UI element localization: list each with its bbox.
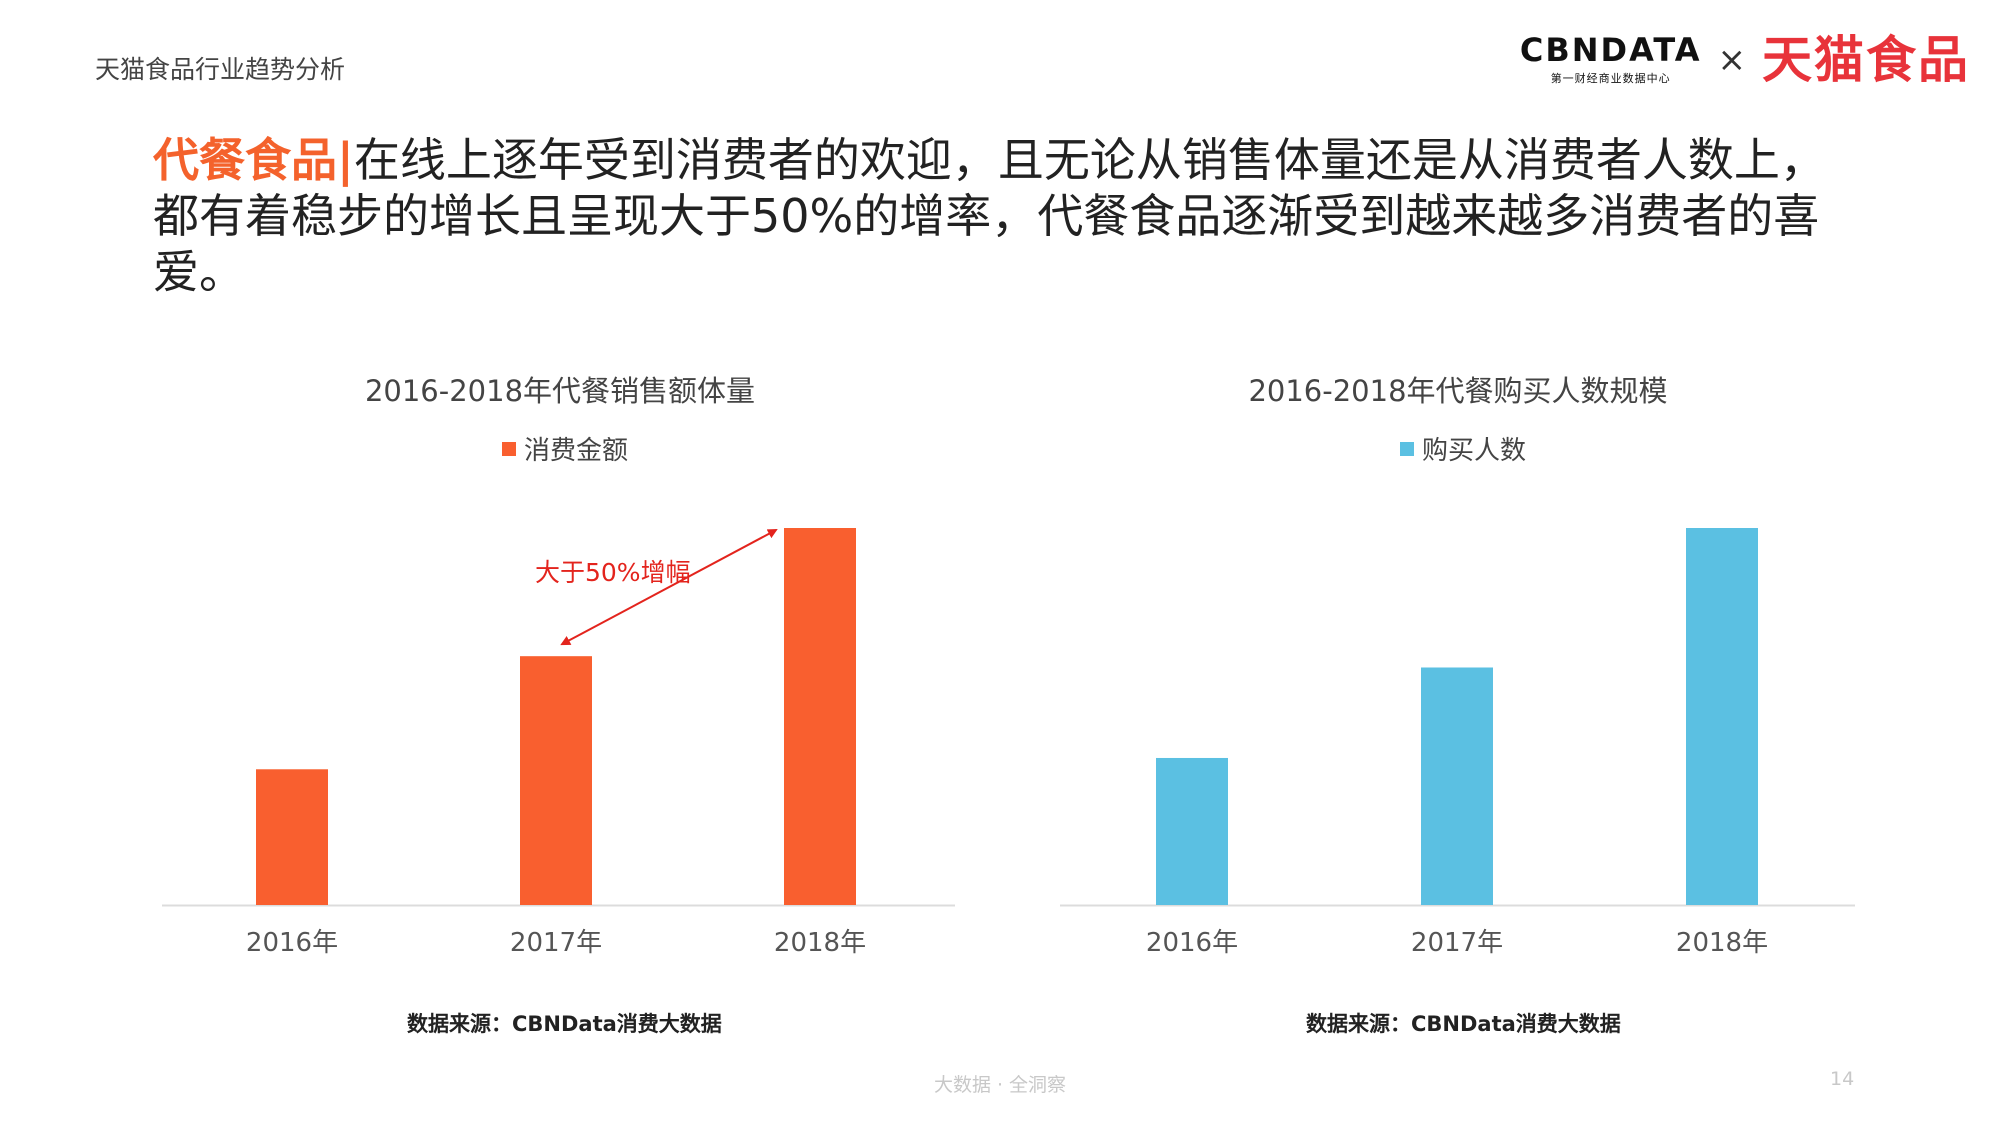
buyers-legend-swatch — [1400, 441, 1414, 456]
buyers-chart-title: 2016-2018年代餐购买人数规模 — [1248, 374, 1668, 408]
sales-tick-label-1: 2017年 — [510, 928, 602, 958]
buyers-legend-label: 购买人数 — [1422, 436, 1527, 466]
sales-tick-label-2: 2018年 — [774, 928, 866, 958]
report-title: 天猫食品行业趋势分析 — [95, 55, 346, 84]
sales-tick-label-0: 2016年 — [246, 928, 338, 958]
headline-text: 在线上逐年受到消费者的欢迎，且无论从销售体量还是从消费者人数上，都有着稳步的增长… — [153, 133, 1826, 299]
cbndata-logo: CBNDATA 第一财经商业数据中心 — [1520, 34, 1702, 86]
headline-keyword: 代餐食品 — [153, 133, 337, 187]
sales-legend-swatch — [502, 441, 516, 456]
sales-legend: 消费金额 — [502, 430, 628, 467]
buyers-bar-1 — [1421, 667, 1493, 905]
buyers-tick-label-0: 2016年 — [1146, 928, 1238, 958]
sales-source: 数据来源：CBNData消费大数据 — [407, 1012, 722, 1036]
logo-separator: × — [1717, 40, 1747, 80]
page-number: 14 — [1830, 1068, 1855, 1090]
buyers-bar-0 — [1156, 757, 1228, 905]
cbndata-logo-subtitle: 第一财经商业数据中心 — [1550, 72, 1671, 85]
sales-legend-label: 消费金额 — [524, 436, 629, 466]
buyers-source: 数据来源：CBNData消费大数据 — [1306, 1012, 1621, 1036]
footer-slogan: 大数据 · 全洞察 — [933, 1074, 1067, 1096]
sales-chart-title: 2016-2018年代餐销售额体量 — [364, 374, 756, 408]
tmall-food-logo: 天猫食品 — [1762, 31, 1970, 89]
logo-area: CBNDATA 第一财经商业数据中心 × 天猫食品 — [1520, 34, 1970, 86]
growth-annotation: 大于50%增幅 — [535, 558, 691, 587]
growth-arrow — [560, 529, 778, 646]
buyers-bar-2 — [1686, 528, 1758, 905]
cbndata-logo-word: CBNDATA — [1519, 31, 1702, 69]
headline-separator: | — [337, 133, 354, 187]
buyers-tick-label-2: 2018年 — [1676, 928, 1768, 958]
buyers-tick-label-1: 2017年 — [1411, 928, 1503, 958]
sales-bar-1 — [520, 656, 592, 905]
buyers-legend: 购买人数 — [1400, 430, 1526, 467]
sales-bar-2 — [784, 528, 856, 905]
headline: 代餐食品|在线上逐年受到消费者的欢迎，且无论从销售体量还是从消费者人数上，都有着… — [153, 132, 1853, 300]
sales-bar-0 — [256, 769, 328, 905]
